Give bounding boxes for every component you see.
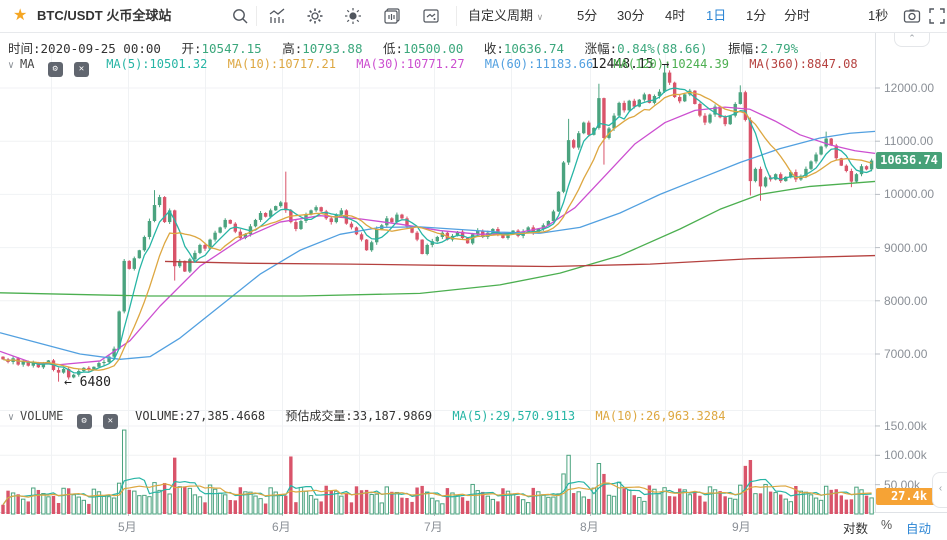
timeframe-1d[interactable]: 1日 — [706, 8, 727, 23]
timeframe-1s[interactable]: 1秒 — [868, 8, 889, 23]
time-value: 时间:2020-09-25 00:00 — [8, 41, 161, 56]
auto-scale-toggle[interactable]: 自动 — [906, 522, 932, 536]
timeframe-1min[interactable]: 1分 — [746, 8, 767, 23]
volume-value: VOLUME:27,385.4668 — [135, 409, 266, 423]
month-label: 7月 — [424, 520, 443, 534]
ma60-line — [0, 130, 876, 360]
month-label: 5月 — [118, 520, 137, 534]
fullscreen-icon[interactable] — [928, 7, 946, 25]
ma5-line — [2, 87, 872, 374]
log-scale-toggle[interactable]: 对数 — [843, 522, 869, 536]
month-label: 8月 — [580, 520, 599, 534]
collapse-chevron-icon[interactable]: ∨ — [8, 60, 15, 71]
last-volume-badge: 27.4k — [876, 487, 942, 505]
chevron-down-icon: ∨ — [536, 12, 544, 22]
x-axis-bar[interactable]: 对数 % 自动 — [0, 513, 947, 540]
volume-ma10-value: MA(10):26,963.3284 — [595, 409, 726, 423]
layout-panels-icon[interactable] — [383, 7, 401, 25]
camera-snapshot-icon[interactable] — [903, 7, 921, 25]
indicator-icon[interactable] — [268, 7, 286, 25]
favorite-star-icon[interactable]: ★ — [13, 7, 28, 24]
ma60-value: MA(60):11183.66 — [484, 57, 594, 71]
month-label: 6月 — [272, 520, 291, 534]
volume-bars — [1, 429, 874, 515]
low-value: 10500.00 — [403, 41, 464, 56]
toolbar: ★ BTC/USDT 火币全球站 自定义周期 ∨ 5分 30分 4时 1日 1分… — [0, 0, 947, 33]
ma5-value: MA(5):10501.32 — [106, 57, 208, 71]
price-tick-label: 7000.00 — [884, 347, 928, 361]
volume-tick-label: 100.00k — [884, 448, 927, 463]
last-price-badge: 10636.74 — [876, 152, 942, 170]
percent-scale-toggle[interactable]: % — [881, 518, 893, 532]
toolbar-divider — [256, 6, 257, 26]
ma360-line — [164, 254, 876, 268]
ohlc-info-bar: 时间:2020-09-25 00:00 开:10547.15 高:10793.8… — [8, 38, 811, 57]
ma120-value: MA(120):10244.39 — [613, 57, 729, 71]
price-tick-label: 10000.00 — [884, 187, 935, 202]
amplitude-value: 2.79% — [760, 41, 799, 56]
collapse-chevron-icon[interactable]: ∨ — [8, 412, 15, 423]
search-icon[interactable] — [231, 7, 249, 25]
axis-collapse-button[interactable]: ⌃ — [894, 33, 930, 47]
ma-settings-gear-icon[interactable]: ⚙ — [47, 62, 63, 77]
price-tick-label: 12000.00 — [884, 81, 935, 95]
estimated-volume-value: 预估成交量:33,187.9869 — [285, 409, 433, 423]
ma360-value: MA(360):8847.08 — [749, 57, 858, 71]
ma30-value: MA(30):10771.27 — [356, 57, 465, 71]
price-annotation: ← 6480 — [64, 375, 111, 390]
theme-brightness-icon[interactable] — [344, 7, 362, 25]
timeframe-4h[interactable]: 4时 — [665, 8, 686, 23]
toolbar-divider — [456, 6, 457, 26]
symbol-title: BTC/USDT 火币全球站 — [37, 8, 172, 23]
timeframe-30m[interactable]: 30分 — [617, 8, 645, 23]
volume-tick-label: 150.00k — [884, 418, 927, 433]
timeframe-5m[interactable]: 5分 — [577, 8, 598, 23]
timeframe-time-share[interactable]: 分时 — [784, 8, 811, 23]
custom-period-dropdown[interactable]: 自定义周期 ∨ — [468, 8, 544, 23]
panel-collapse-button[interactable]: ‹ — [932, 472, 947, 508]
gridlines — [0, 52, 875, 512]
month-label: 9月 — [732, 520, 751, 534]
price-annotation: 12448.15 → — [591, 57, 669, 72]
volume-ma10-line — [2, 482, 872, 506]
price-tick-label: 9000.00 — [884, 240, 928, 255]
high-value: 10793.88 — [302, 41, 363, 56]
open-value: 10547.15 — [201, 41, 262, 56]
close-value: 10636.74 — [503, 41, 565, 56]
settings-gear-icon[interactable] — [306, 7, 324, 25]
volume-legend-bar: ∨ VOLUME ⚙ ✕ VOLUME:27,385.4668 预估成交量:33,… — [0, 407, 738, 429]
volume-ma5-value: MA(5):29,570.9113 — [452, 409, 576, 423]
chart-window-icon[interactable] — [422, 7, 440, 25]
price-tick-label: 8000.00 — [884, 293, 928, 308]
ma30-line — [0, 106, 876, 366]
change-value: 0.84%(88.66) — [617, 41, 708, 56]
ma-close-icon[interactable]: ✕ — [73, 62, 89, 77]
volume-settings-gear-icon[interactable]: ⚙ — [76, 414, 92, 429]
price-tick-label: 11000.00 — [884, 134, 934, 149]
volume-close-icon[interactable]: ✕ — [102, 414, 118, 429]
ma120-line — [0, 180, 876, 297]
ma-legend-bar: ∨ MA ⚙ ✕ MA(5):10501.32 MA(10):10717.21 M… — [0, 57, 871, 77]
ma10-value: MA(10):10717.21 — [227, 57, 336, 71]
ma10-line — [2, 91, 872, 371]
indicator-name: VOLUME — [20, 409, 64, 423]
indicator-name: MA — [20, 57, 35, 71]
